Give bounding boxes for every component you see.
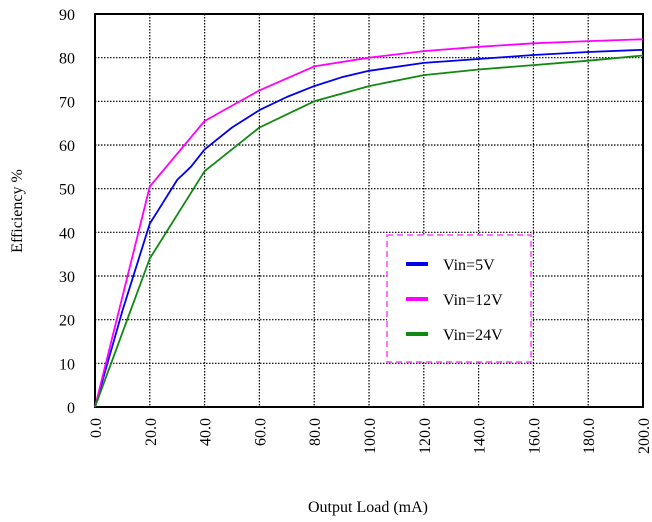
legend: Vin=5V Vin=12V Vin=24V	[387, 235, 531, 362]
y-tick-label: 30	[59, 269, 75, 286]
y-tick-label: 10	[59, 356, 75, 373]
legend-label: Vin=5V	[443, 257, 495, 274]
x-tick-label: 0.0	[88, 418, 105, 438]
x-tick-label: 160.0	[526, 418, 543, 454]
series-group	[95, 39, 643, 407]
x-tick-label: 180.0	[581, 418, 598, 454]
y-tick-label: 80	[59, 51, 75, 68]
x-tick-label: 120.0	[417, 418, 434, 454]
y-tick-label: 0	[67, 400, 75, 417]
y-tick-label: 60	[59, 138, 75, 155]
x-tick-label: 60.0	[252, 418, 269, 446]
series-line	[95, 39, 643, 407]
x-tick-label: 20.0	[143, 418, 160, 446]
x-tick-label: 100.0	[362, 418, 379, 454]
y-tick-label: 90	[59, 7, 75, 24]
x-tick-label: 80.0	[307, 418, 324, 446]
y-tick-label: 50	[59, 182, 75, 199]
x-tick-label: 200.0	[636, 418, 652, 454]
y-axis-label: Efficiency %	[9, 169, 26, 253]
x-tick-label: 140.0	[472, 418, 489, 454]
x-tick-label: 40.0	[198, 418, 215, 446]
legend-label: Vin=12V	[443, 292, 503, 309]
x-axis-label: Output Load (mA)	[308, 499, 428, 516]
legend-label: Vin=24V	[443, 327, 503, 344]
y-tick-label: 70	[59, 94, 75, 111]
y-tick-label: 40	[59, 225, 75, 242]
y-tick-label: 20	[59, 313, 75, 330]
grid	[95, 14, 643, 407]
